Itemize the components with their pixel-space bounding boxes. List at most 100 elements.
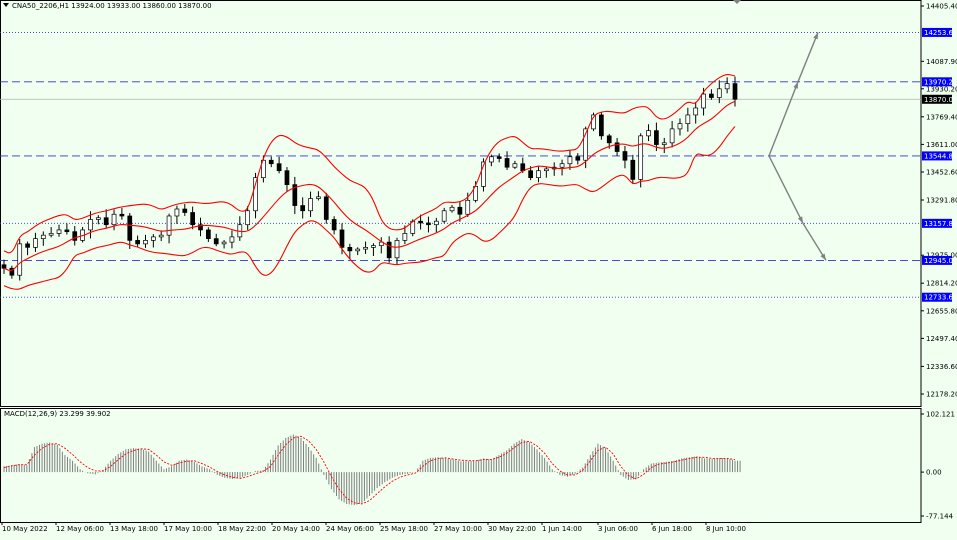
candle-body[interactable] bbox=[418, 220, 423, 224]
candle-body[interactable] bbox=[268, 159, 274, 165]
candle-body[interactable] bbox=[135, 240, 140, 245]
candle-body[interactable] bbox=[72, 231, 78, 241]
candle-body[interactable] bbox=[166, 215, 172, 236]
candle-body[interactable] bbox=[544, 168, 549, 172]
candle-body[interactable] bbox=[709, 93, 714, 98]
candle-body[interactable] bbox=[457, 206, 463, 215]
candle-body[interactable] bbox=[496, 156, 502, 159]
candle-body[interactable] bbox=[528, 170, 533, 179]
candle-body[interactable] bbox=[685, 114, 691, 125]
level-price-label: 14253.68 bbox=[924, 29, 957, 37]
candle-body[interactable] bbox=[732, 83, 738, 100]
candle-body[interactable] bbox=[378, 241, 384, 246]
candle-body[interactable] bbox=[25, 243, 30, 248]
candle-body[interactable] bbox=[284, 170, 290, 185]
candle-body[interactable] bbox=[292, 184, 298, 206]
candle-body[interactable] bbox=[190, 212, 195, 226]
candle-body[interactable] bbox=[48, 233, 54, 236]
candle-body[interactable] bbox=[127, 215, 133, 241]
candle-body[interactable] bbox=[386, 241, 392, 259]
candle-body[interactable] bbox=[276, 163, 282, 172]
candle-body[interactable] bbox=[158, 234, 164, 238]
candle-body[interactable] bbox=[630, 159, 636, 180]
candle-body[interactable] bbox=[488, 156, 494, 163]
candle-body[interactable] bbox=[355, 248, 361, 252]
candle-body[interactable] bbox=[669, 128, 675, 144]
candle-body[interactable] bbox=[520, 163, 526, 172]
candle-body[interactable] bbox=[174, 208, 180, 217]
candle-body[interactable] bbox=[465, 199, 471, 215]
candle-body[interactable] bbox=[654, 130, 659, 145]
candle-body[interactable] bbox=[33, 238, 38, 248]
candle-body[interactable] bbox=[182, 208, 188, 213]
candle-body[interactable] bbox=[402, 233, 408, 241]
candle-body[interactable] bbox=[591, 114, 596, 130]
chart-shift-marker-icon[interactable] bbox=[733, 0, 741, 4]
candle-body[interactable] bbox=[88, 219, 93, 231]
candle-body[interactable] bbox=[308, 198, 313, 212]
candle-body[interactable] bbox=[677, 123, 683, 130]
candle-body[interactable] bbox=[512, 163, 518, 168]
candle-body[interactable] bbox=[559, 163, 565, 168]
candle-body[interactable] bbox=[599, 114, 604, 137]
candle-body[interactable] bbox=[119, 213, 125, 217]
candle-body[interactable] bbox=[716, 88, 722, 98]
candle-body[interactable] bbox=[56, 229, 62, 234]
candle-body[interactable] bbox=[339, 229, 345, 248]
macd-y-tick-label: 0.00 bbox=[926, 469, 942, 477]
candle-body[interactable] bbox=[638, 135, 644, 180]
candle-body[interactable] bbox=[40, 234, 46, 239]
candle-body[interactable] bbox=[504, 158, 510, 168]
candle-body[interactable] bbox=[646, 130, 651, 137]
candle-body[interactable] bbox=[441, 210, 447, 222]
projection-arrow-up-1[interactable] bbox=[768, 81, 799, 157]
candle-body[interactable] bbox=[606, 135, 612, 144]
candle-body[interactable] bbox=[143, 240, 148, 245]
projection-arrow-up-2[interactable] bbox=[797, 32, 819, 83]
candle-body[interactable] bbox=[213, 238, 219, 245]
candle-body[interactable] bbox=[95, 217, 101, 220]
projection-arrow-down-2[interactable] bbox=[802, 222, 827, 261]
candle-body[interactable] bbox=[206, 229, 211, 239]
candle-body[interactable] bbox=[622, 151, 628, 161]
candle-body[interactable] bbox=[253, 177, 258, 212]
candle-body[interactable] bbox=[575, 156, 581, 161]
candle-body[interactable] bbox=[323, 196, 329, 220]
candle-body[interactable] bbox=[331, 219, 337, 231]
candle-body[interactable] bbox=[661, 142, 667, 145]
x-tick-label: 13 May 18:00 bbox=[110, 525, 158, 533]
candle-body[interactable] bbox=[9, 267, 15, 276]
candle-body[interactable] bbox=[426, 222, 431, 226]
candle-body[interactable] bbox=[103, 217, 109, 226]
x-tick-label: 17 May 10:00 bbox=[164, 525, 212, 533]
candle-body[interactable] bbox=[221, 241, 227, 245]
candle-body[interactable] bbox=[316, 196, 321, 199]
candle-body[interactable] bbox=[394, 240, 400, 259]
candle-body[interactable] bbox=[363, 247, 368, 250]
candle-body[interactable] bbox=[536, 170, 541, 179]
candle-body[interactable] bbox=[229, 236, 235, 243]
candle-body[interactable] bbox=[111, 213, 117, 226]
candle-body[interactable] bbox=[371, 245, 376, 248]
candle-body[interactable] bbox=[701, 93, 706, 109]
candle-body[interactable] bbox=[17, 243, 23, 276]
candle-body[interactable] bbox=[1, 264, 7, 269]
candle-body[interactable] bbox=[347, 247, 353, 252]
candle-body[interactable] bbox=[150, 236, 156, 241]
candle-body[interactable] bbox=[567, 156, 573, 165]
candle-body[interactable] bbox=[198, 224, 203, 231]
candle-body[interactable] bbox=[245, 210, 251, 226]
candle-body[interactable] bbox=[614, 142, 620, 152]
projection-arrow-down-1[interactable] bbox=[768, 155, 804, 224]
candle-body[interactable] bbox=[583, 128, 589, 161]
candle-body[interactable] bbox=[300, 205, 306, 212]
candle-body[interactable] bbox=[64, 229, 70, 233]
candle-body[interactable] bbox=[724, 83, 730, 90]
symbol-dropdown-icon[interactable] bbox=[3, 3, 9, 7]
candle-body[interactable] bbox=[481, 161, 486, 187]
candle-body[interactable] bbox=[433, 220, 439, 226]
candle-body[interactable] bbox=[693, 107, 699, 116]
candle-body[interactable] bbox=[449, 206, 455, 212]
